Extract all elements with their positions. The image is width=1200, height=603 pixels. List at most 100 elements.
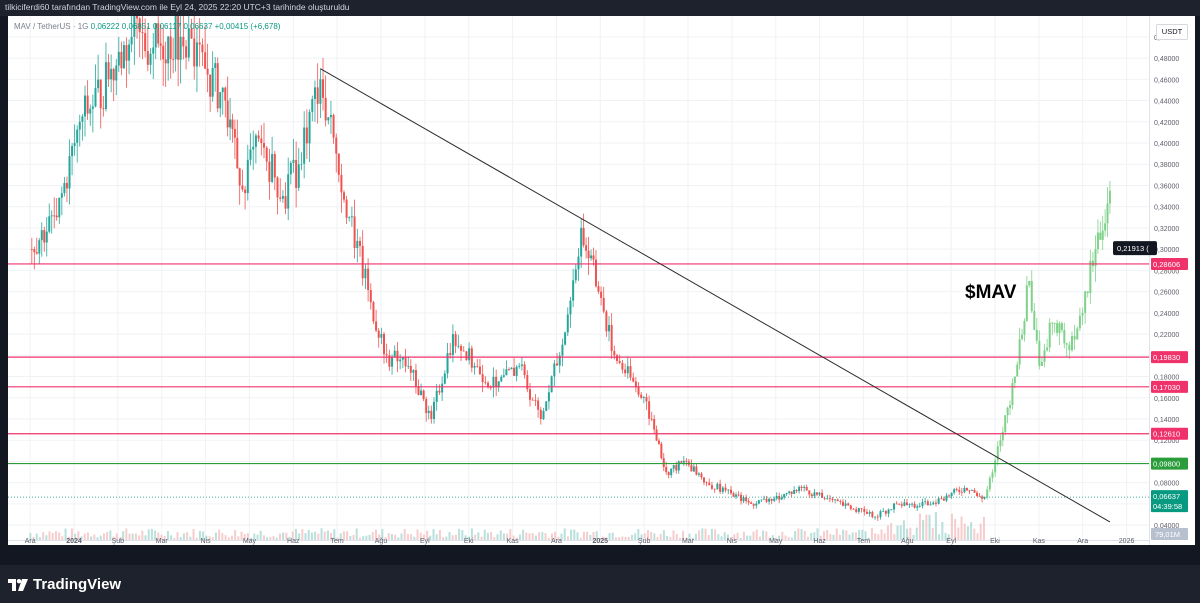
time-tick-label: 2025: [593, 538, 609, 545]
time-tick-label: 2026: [1119, 538, 1135, 545]
candle-body: [996, 446, 999, 461]
volume-bar: [282, 532, 285, 540]
candle-body: [926, 501, 929, 506]
candle-body: [313, 87, 316, 100]
volume-bar: [330, 532, 333, 540]
candle-body: [427, 410, 430, 414]
volume-bar: [176, 532, 179, 540]
volume-bar: [298, 533, 301, 540]
candle-body: [322, 79, 325, 98]
candle-body: [624, 369, 627, 374]
candle-body: [284, 196, 287, 209]
candle-body: [569, 300, 572, 315]
projection-tag-bg: [1113, 241, 1157, 256]
volume-bar: [166, 531, 169, 540]
candle-body: [983, 497, 986, 499]
attribution-bar: tilkiciferdi60 tarafından TradingView.co…: [0, 0, 1200, 16]
volume-bar: [890, 523, 893, 540]
price-tick-label: 0,30000: [1154, 247, 1179, 254]
candle-body: [226, 100, 229, 128]
candle-body: [730, 489, 732, 494]
candle-body: [443, 373, 446, 384]
brand[interactable]: TradingView: [8, 576, 121, 593]
candle-body: [102, 108, 105, 109]
volume-bar: [522, 529, 525, 540]
candle-body: [221, 87, 224, 93]
volume-bar: [83, 533, 86, 540]
level-label: 0,28606: [1153, 260, 1180, 269]
candle-body: [542, 410, 545, 419]
volume-bar: [480, 536, 483, 540]
candle-body: [874, 516, 877, 518]
candle-body: [988, 477, 991, 490]
symbol-name[interactable]: MAV / TetherUS · 1G: [14, 22, 89, 31]
candle-body: [1076, 328, 1079, 340]
candle-body: [710, 485, 713, 489]
candle-body: [238, 168, 241, 186]
candle-body: [566, 314, 569, 333]
volume-bar: [762, 530, 765, 540]
candle-body: [481, 374, 484, 383]
candle-body: [1030, 281, 1033, 312]
volume-bar: [397, 537, 400, 540]
candle-body: [287, 174, 290, 209]
symbol-legend[interactable]: MAV / TetherUS · 1G 0,06222 0,06851 0,06…: [14, 22, 280, 31]
volume-bar: [445, 536, 448, 540]
volume-bar: [720, 536, 723, 540]
candle-body: [702, 477, 705, 483]
volume-bar: [227, 537, 230, 540]
price-tick-label: 0,24000: [1154, 311, 1179, 318]
volume-bar: [86, 532, 89, 540]
volume-bar: [627, 536, 630, 540]
candle-body: [537, 400, 540, 410]
volume-bar: [544, 533, 547, 540]
candle-body: [572, 280, 575, 301]
volume-bar: [102, 533, 105, 540]
candle-body: [692, 466, 695, 472]
candle-body: [169, 36, 172, 60]
price-chart[interactable]: $MAV0,040000,060000,080000,100000,120000…: [8, 16, 1195, 545]
volume-bar: [611, 532, 614, 540]
volume-bar: [656, 536, 659, 540]
candle-body: [1009, 405, 1012, 408]
volume-bar: [262, 535, 265, 540]
price-tick-label: 0,48000: [1154, 56, 1179, 63]
candle-body: [246, 159, 249, 194]
candle-body: [582, 227, 585, 246]
candle-body: [224, 87, 227, 101]
volume-bar: [605, 537, 608, 540]
candle-body: [765, 498, 768, 502]
candle-body: [407, 365, 410, 367]
volume-bar: [144, 535, 147, 540]
volume-bar: [758, 536, 761, 540]
candle-body: [981, 496, 984, 499]
candle-body: [350, 216, 353, 218]
candle-body: [793, 489, 796, 495]
candle-body: [84, 95, 87, 117]
volume-bar: [950, 513, 953, 540]
candle-body: [553, 363, 556, 377]
candle-body: [561, 344, 564, 356]
candle-body: [441, 383, 444, 393]
candle-body: [507, 369, 510, 370]
volume-bar: [707, 534, 710, 540]
volume-bar: [234, 530, 237, 540]
volume-bar: [704, 528, 707, 540]
candle-body: [945, 495, 948, 501]
candle-body: [798, 486, 801, 492]
volume-bar: [592, 532, 595, 540]
candle-body: [1013, 376, 1016, 383]
candle-body: [727, 489, 730, 491]
volume-bar: [790, 537, 793, 540]
volume-bar: [422, 534, 425, 540]
volume-bar: [864, 531, 867, 540]
volume-bar: [784, 535, 787, 540]
candle-body: [839, 501, 842, 502]
volume-bar: [96, 537, 99, 540]
candle-body: [778, 496, 781, 500]
currency-button[interactable]: USDT: [1156, 24, 1188, 40]
candle-body: [91, 106, 94, 109]
volume-bar: [973, 528, 976, 540]
volume-bar: [653, 533, 656, 540]
candle-body: [164, 59, 167, 64]
